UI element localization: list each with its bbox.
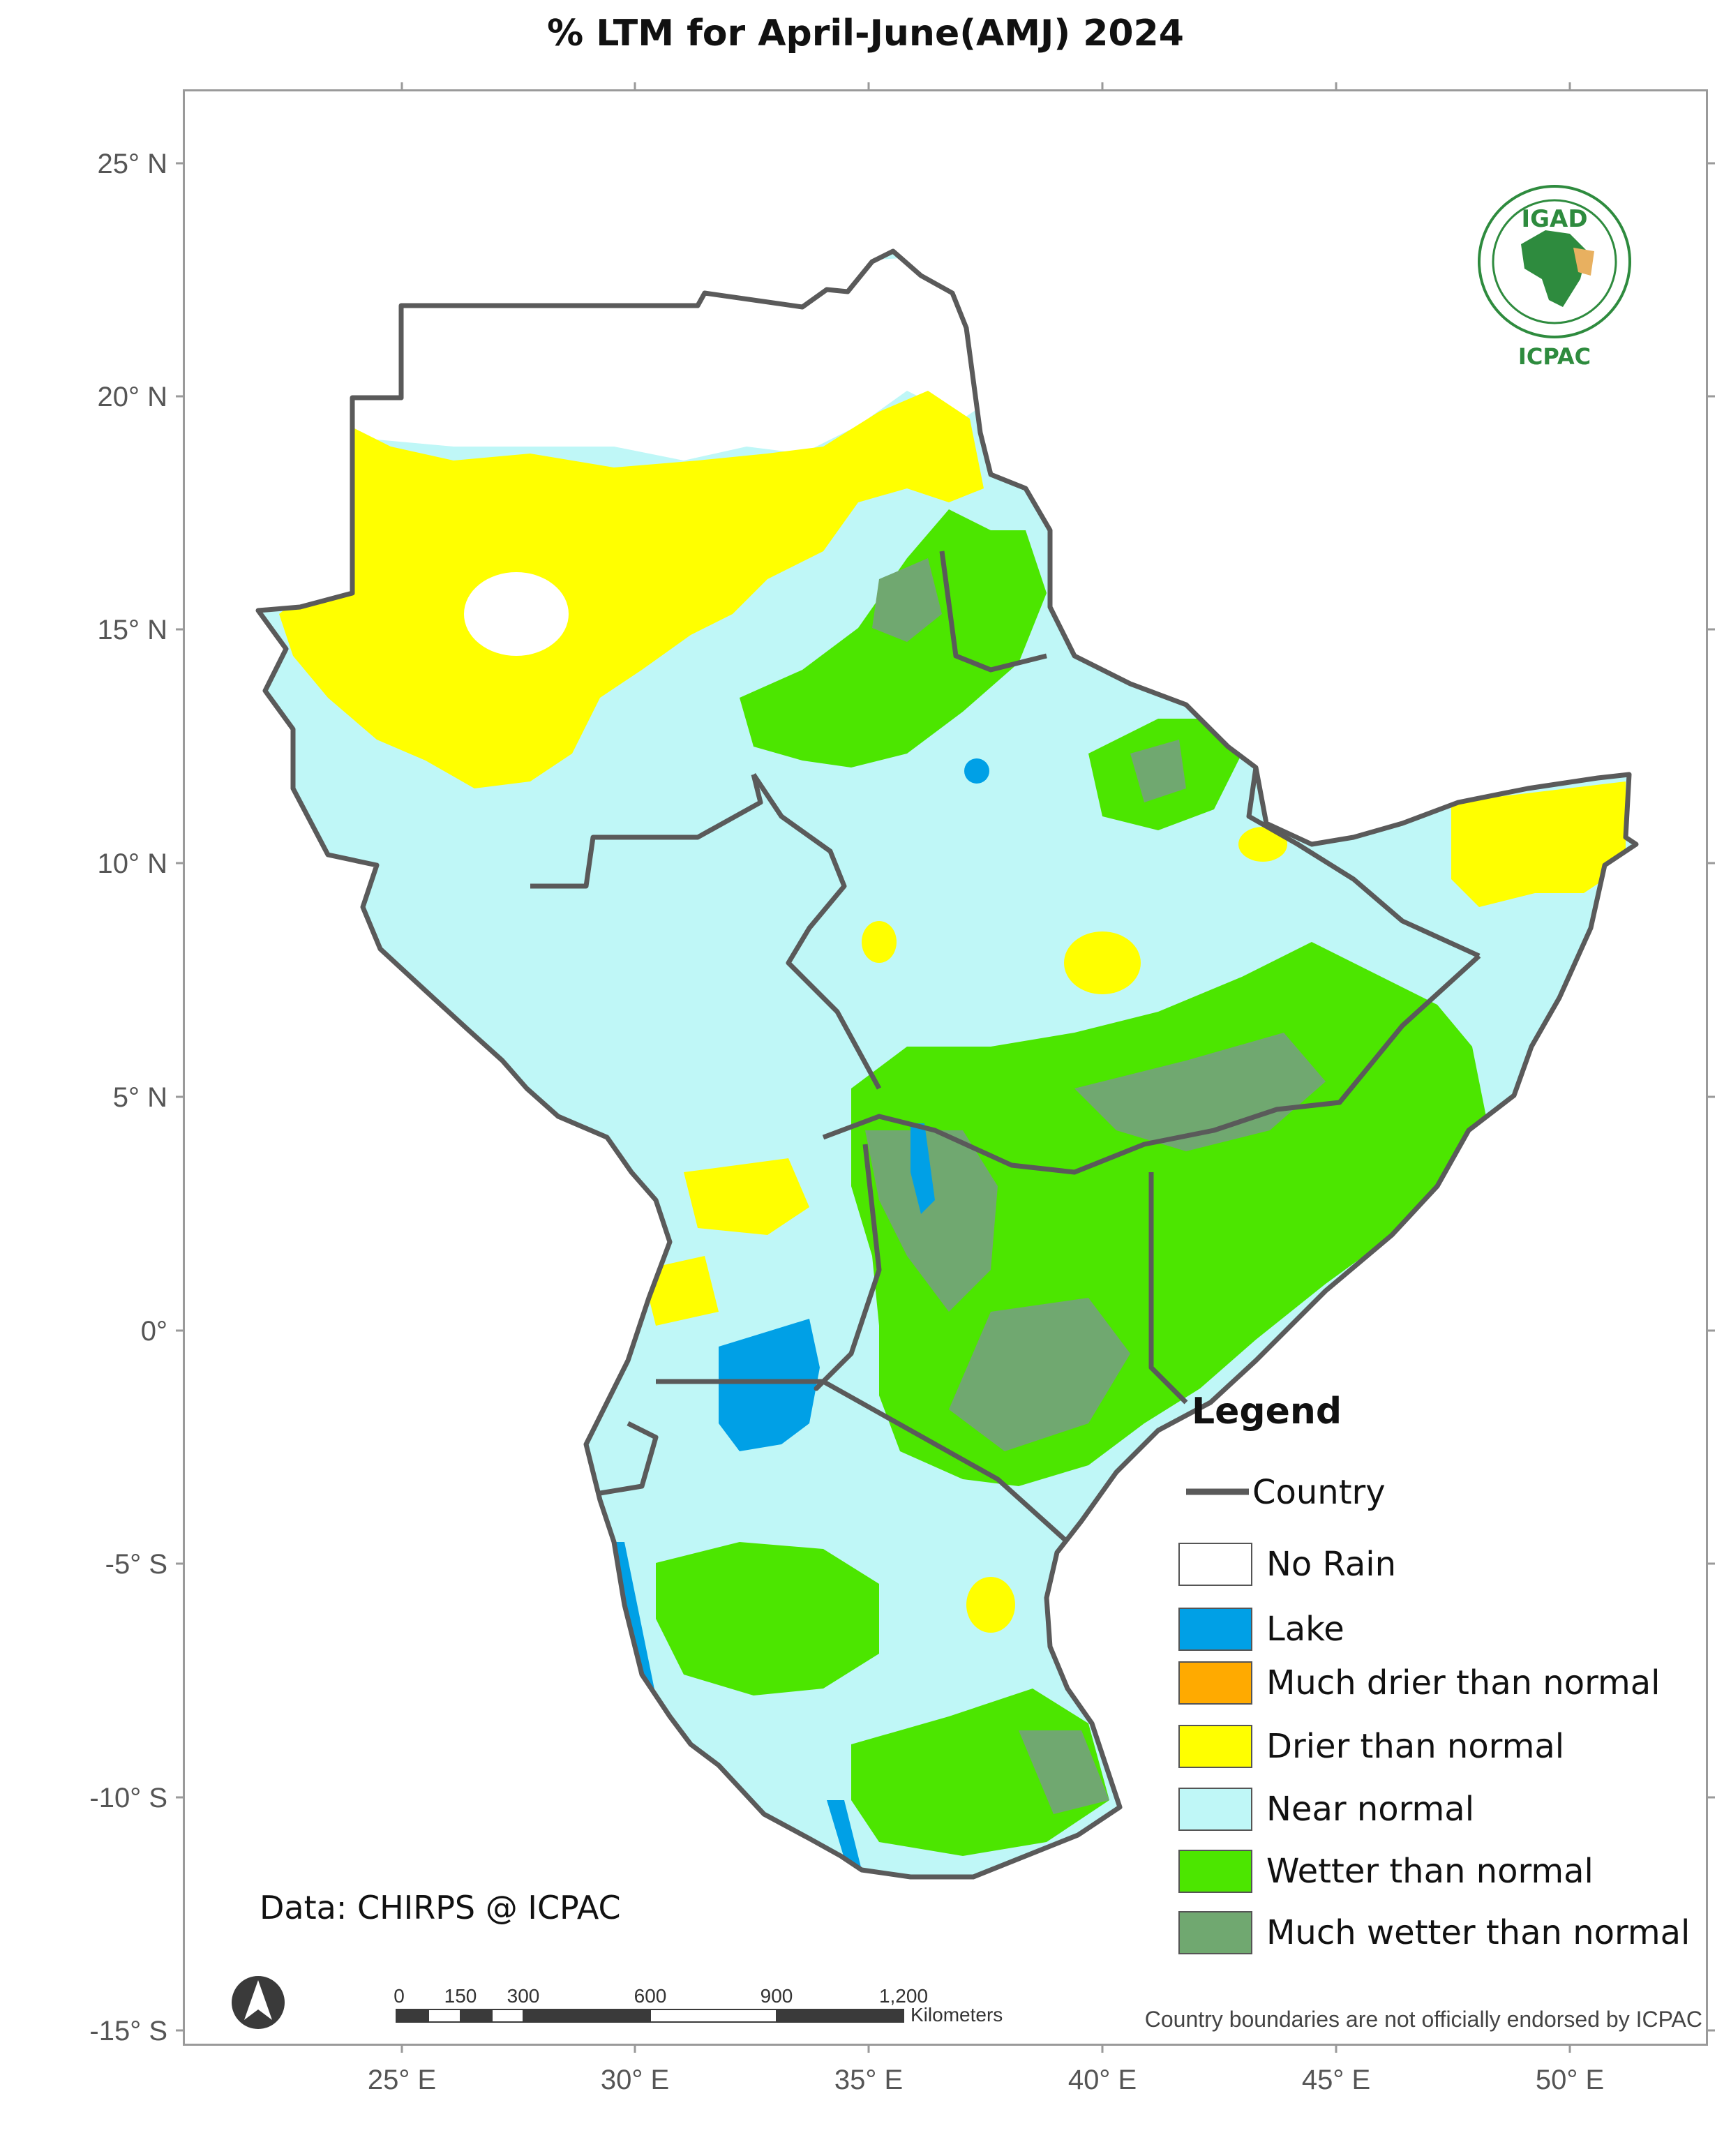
much-wetter-turkana [865,1130,998,1312]
scale-unit: Kilometers [911,2004,1003,2026]
legend-swatch [1178,1608,1252,1651]
wetter-area-sudan [740,509,1047,768]
drier-patch-uganda-west [642,1256,719,1326]
scale-label: 150 [444,1985,477,2007]
lat-label: 25° N [98,149,168,179]
scale-segment [491,2009,524,2023]
north-arrow [232,1976,285,2029]
igad-icpac-logo: IGAD ICPAC [1478,185,1631,370]
lat-label: 15° N [98,615,168,645]
logo-bottom-text: ICPAC [1518,343,1591,370]
border-sudan-eritrea [939,551,1047,673]
drier-area-uganda [684,1158,809,1235]
data-credit: Data: CHIRPS @ ICPAC [260,1889,621,1926]
scale-label: 300 [507,1985,540,2007]
legend-item-label: Drier than normal [1266,1727,1564,1766]
much-wetter-kenya [949,1298,1130,1451]
border-ethiopia-somaliland [1246,767,1481,959]
lake-tana [964,758,989,784]
wetter-area-tanzania-west [656,1542,879,1695]
lon-label: 40° E [1068,2065,1137,2095]
legend-swatch [1178,1911,1252,1954]
africa-map-icon [1521,230,1587,307]
country-borders [258,251,1636,1877]
much-wetter-tanzania-south [1019,1730,1109,1814]
no-rain-patch [464,572,569,656]
legend-item-label: No Rain [1266,1545,1396,1584]
disclaimer: Country boundaries are not officially en… [1145,2007,1702,2032]
legend-title: Legend [1192,1391,1342,1432]
border-southsudan-ethiopia [751,773,882,1090]
drier-area-somalia [1451,781,1626,907]
lon-label: 50° E [1536,2065,1604,2095]
border-sudan-west [352,306,404,400]
legend-item-label: Near normal [1266,1790,1474,1829]
lon-label: 30° E [601,2065,669,2095]
lon-label: 45° E [1302,2065,1370,2095]
border-uganda-kenya [814,1144,882,1391]
latitude-labels: 25° N 20° N 15° N 10° N 5° N 0° -5° S -10° S -15… [89,149,167,2046]
lat-label: -5° S [105,1549,167,1580]
lake-turkana [911,1123,935,1214]
legend-country-label: Country [1252,1473,1386,1512]
legend-swatch [1178,1788,1252,1831]
lat-label: -15° S [89,2016,167,2046]
legend-items: No Rain Lake Much drier than normal Drier t… [1178,1543,1690,1954]
border-ethiopia-kenya-somalia [822,954,1481,1175]
much-wetter-sudan [872,558,942,642]
lat-label: 5° N [113,1082,167,1113]
lat-label: -10° S [89,1783,167,1813]
logo-top-text: IGAD [1521,205,1587,233]
legend-item-label: Much drier than normal [1266,1663,1661,1702]
legend: Legend Country No Rain Lake Much drier tha… [1178,1391,1690,1954]
scale-label: 0 [394,1985,405,2007]
lake-malawi [827,1800,862,1870]
lon-label: 25° E [368,2065,436,2095]
drier-patch-ethiopia [1064,931,1141,994]
scale-segment [460,2009,493,2023]
border-rwanda-burundi [599,1421,659,1496]
drier-patch-djibouti [1238,827,1287,862]
logo-inner-ring [1492,199,1617,324]
legend-item-label: Lake [1266,1610,1344,1649]
scale-label: 1,200 [879,1985,928,2007]
scale-segment [776,2009,904,2023]
legend-swatch [1178,1543,1252,1586]
legend-swatch [1178,1661,1252,1705]
drier-patch-tanzania [966,1577,1015,1633]
scale-label: 900 [760,1985,793,2007]
longitude-labels: 25° E 30° E 35° E 40° E 45° E 50° E [368,2065,1604,2095]
lat-label: 20° N [98,382,168,412]
drier-patch-ethiopia-west [862,921,897,963]
scale-segment [523,2009,651,2023]
legend-swatch [1178,1850,1252,1893]
scale-label: 600 [634,1985,667,2007]
igad-region-icon [1573,248,1594,276]
legend-item-label: Much wetter than normal [1266,1913,1690,1952]
map-title: % LTM for April-June(AMJ) 2024 [547,13,1184,54]
scale-segment [396,2009,429,2023]
legend-swatch [1178,1725,1252,1768]
much-wetter-ethiopia-south [1074,1033,1326,1151]
scale-segment [650,2009,777,2023]
lat-label: 0° [141,1316,167,1347]
lon-label: 35° E [834,2065,903,2095]
border-sudan-southsudan [530,774,763,889]
north-arrow-icon [244,1980,272,2020]
border-tanzania-north [656,1379,1070,1544]
graticule [176,82,1715,2053]
legend-item-label: Wetter than normal [1266,1852,1594,1891]
drier-area-north [279,391,984,788]
much-wetter-ethiopia-north [1130,740,1186,802]
lake-victoria [719,1319,820,1451]
scale-segment [428,2009,461,2023]
lat-label: 10° N [98,848,168,879]
border-kenya-somalia [1148,1172,1188,1405]
